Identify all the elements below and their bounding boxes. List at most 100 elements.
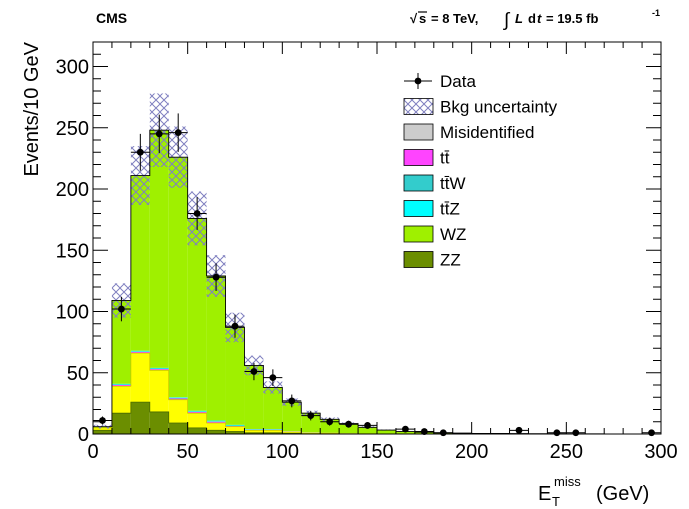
energy-text: = 8 TeV, [431, 11, 478, 26]
bar-ttz [130, 350, 150, 352]
lumi-value: = 19.5 fb [546, 11, 598, 26]
bar-tt [149, 369, 169, 371]
data-point [206, 263, 226, 292]
bar-ttw [187, 411, 207, 412]
data-marker [515, 426, 523, 434]
y-tick-label: 100 [56, 302, 89, 324]
data-point [225, 314, 245, 338]
lumi-L: L [515, 11, 523, 26]
bar-tt [168, 398, 188, 400]
legend-label: WZ [440, 225, 466, 244]
bar-mis [263, 430, 283, 433]
bar-mis [111, 386, 131, 414]
legend-label: Data [440, 72, 476, 91]
sqrt-symbol: √ [410, 11, 418, 26]
x-axis-title-unit: (GeV) [596, 483, 649, 505]
data-marker [269, 374, 277, 382]
data-point [358, 422, 377, 429]
legend-item-data: Data [404, 72, 476, 91]
bar-ttw [130, 351, 150, 352]
bar-mis [168, 399, 188, 423]
data-marker [345, 420, 352, 428]
bar-zz [168, 422, 188, 434]
x-axis-title: E T miss (GeV) [538, 474, 649, 509]
bar-wz [187, 218, 207, 411]
data-point [282, 394, 302, 408]
integral-symbol: ∫ [503, 10, 511, 31]
bar-zz [130, 402, 150, 434]
data-marker [553, 429, 561, 437]
bar-ttz [206, 420, 226, 422]
lumi-exponent: -1 [652, 8, 660, 18]
legend-label: tt̄ [440, 149, 450, 168]
data-marker [307, 412, 315, 420]
data-point [93, 416, 112, 425]
data-marker [364, 422, 371, 429]
bar-wz [244, 365, 264, 429]
bar-wz [149, 130, 169, 368]
data-point [149, 114, 169, 154]
bar-ttw [206, 421, 226, 422]
experiment-label: CMS [96, 10, 127, 26]
bar-wz [395, 431, 415, 434]
data-point [395, 425, 415, 433]
legend-data-marker [414, 77, 422, 85]
data-point [642, 429, 661, 437]
data-marker [212, 273, 220, 281]
bar-tt [187, 411, 207, 414]
data-marker [572, 429, 580, 437]
data-point [320, 417, 340, 426]
bar-mis [149, 370, 169, 412]
bar-ttz [187, 410, 207, 412]
legend-swatch [403, 174, 434, 192]
bar-mis [282, 432, 302, 434]
sqrt-s: s [419, 11, 426, 26]
data-point [301, 410, 321, 421]
data-points [93, 113, 661, 437]
bar-wz [111, 300, 131, 384]
legend-item-mis: Misidentified [403, 123, 535, 142]
energy-lumi-label: √ s = 8 TeV, ∫ L d t = 19.5 fb -1 [410, 8, 660, 31]
legend-swatch [403, 98, 434, 115]
bar-mis [93, 427, 112, 431]
data-point [547, 429, 567, 437]
legend-label: tt̄Z [440, 200, 460, 219]
bar-ttw [225, 425, 245, 427]
bar-ttz [225, 424, 245, 426]
bar-tt [206, 421, 226, 423]
data-point [414, 428, 434, 435]
bar-wz [301, 412, 321, 433]
legend: Data Bkg uncertainty Misidentified tt̄ tt̄W t… [403, 72, 558, 270]
data-marker [118, 305, 125, 313]
bar-zz [93, 430, 112, 434]
bar-ttw [149, 368, 169, 370]
legend-label: Bkg uncertainty [440, 98, 558, 117]
bar-mis [244, 430, 264, 433]
stacked-histogram [93, 130, 661, 435]
bar-wz [339, 423, 359, 434]
data-marker [648, 429, 655, 437]
bar-ttw [168, 397, 188, 399]
data-marker [326, 418, 334, 426]
bar-ttz [168, 397, 188, 398]
legend-swatch [403, 251, 434, 268]
legend-item-zz: ZZ [403, 251, 461, 270]
data-marker [250, 368, 258, 375]
data-marker [231, 322, 239, 330]
bar-wz [377, 430, 396, 434]
y-tick-label: 0 [78, 424, 89, 446]
bar-zz [206, 430, 226, 434]
x-axis-title-sub: T [552, 494, 560, 509]
legend-item-tt: tt̄ [403, 149, 450, 168]
axes: 0 50 100 150 200 250 300 0 50 100 150 200 250 300 [56, 41, 678, 463]
data-marker [439, 429, 447, 437]
bar-tt [130, 351, 150, 354]
y-tick-label: 200 [56, 179, 89, 201]
bar-ttz [149, 367, 169, 369]
legend-swatch [403, 200, 434, 217]
lumi-d: d [528, 11, 536, 26]
bar-ttz [111, 383, 131, 385]
y-tick-label: 50 [67, 363, 89, 385]
bar-mis [206, 422, 226, 431]
